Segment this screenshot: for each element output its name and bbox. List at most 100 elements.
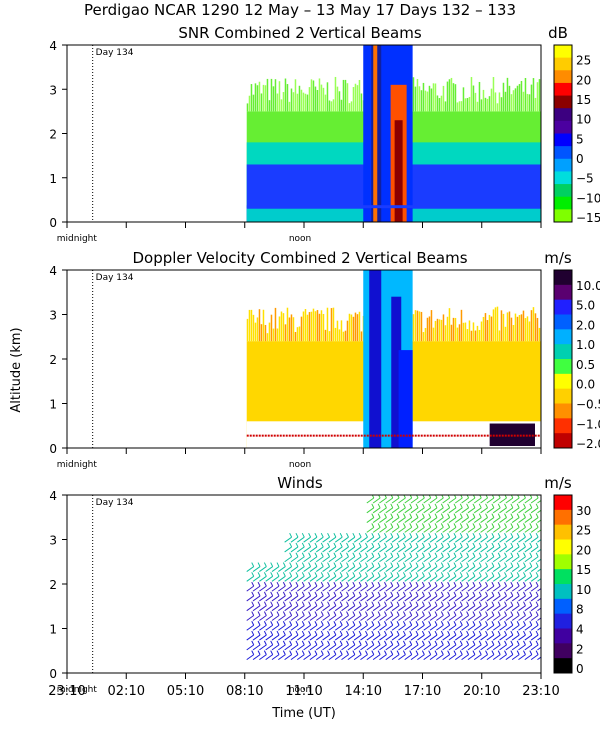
wind-barb-flag	[434, 552, 438, 557]
wind-barb-flag	[276, 601, 280, 606]
wind-barb-flag	[251, 650, 255, 655]
wind-barb	[480, 536, 488, 543]
wind-barb-flag	[472, 503, 476, 509]
wind-barb	[492, 654, 501, 661]
wind-barb-flag	[333, 650, 337, 655]
wind-barb	[353, 644, 362, 651]
colorbar-label: 0	[576, 152, 584, 166]
wind-barb-flag	[485, 562, 489, 567]
field-streak	[316, 310, 319, 342]
x-tick-label: 20:10	[463, 684, 500, 699]
wind-barb	[473, 536, 482, 543]
field-streak	[252, 314, 255, 342]
wind-barb	[296, 575, 305, 582]
wind-barb-flag	[365, 591, 368, 597]
wind-barb-flag	[339, 581, 343, 587]
wind-barb	[530, 507, 539, 514]
wind-barb	[423, 507, 431, 514]
wind-barb	[379, 654, 387, 661]
wind-barb	[366, 585, 375, 592]
wind-barb	[511, 644, 520, 651]
colorbar-label: −1.0	[576, 417, 600, 431]
wind-barb-flag	[396, 523, 400, 528]
wind-barb	[315, 575, 324, 582]
wind-barb-flag	[320, 532, 324, 538]
wind-barb	[347, 605, 356, 612]
field-streak	[506, 312, 509, 342]
wind-barb	[410, 605, 419, 612]
wind-barb	[290, 595, 299, 602]
wind-barb-flag	[542, 494, 544, 498]
wind-barb-flag	[383, 640, 387, 646]
wind-barb	[436, 624, 444, 631]
field-streak	[452, 83, 455, 112]
wind-barb	[404, 615, 413, 621]
wind-barb-flag	[428, 611, 432, 616]
low-dot	[504, 434, 507, 437]
wind-barb-flag	[390, 621, 394, 626]
wind-barb	[436, 546, 444, 553]
wind-barb	[322, 615, 330, 621]
low-dot	[465, 434, 468, 437]
wind-barb-flag	[472, 591, 476, 597]
wind-barb-flag	[289, 542, 293, 548]
wind-barb	[505, 507, 514, 514]
wind-barb	[290, 605, 299, 612]
wind-barb	[290, 654, 299, 661]
wind-barb	[404, 644, 413, 651]
wind-barb-flag	[308, 562, 312, 567]
wind-barb-flag	[421, 581, 425, 587]
wind-barb-flag	[517, 495, 520, 499]
wind-barb-flag	[453, 601, 457, 606]
wind-barb	[404, 536, 413, 543]
field-streak	[310, 79, 313, 112]
wind-barb	[486, 546, 495, 553]
wind-barb	[398, 605, 406, 612]
wind-barb	[429, 605, 438, 612]
wind-barb	[499, 644, 507, 651]
wind-barb	[518, 624, 526, 631]
wind-barb	[404, 556, 413, 563]
field-streak	[428, 316, 431, 342]
wind-barb	[278, 615, 286, 621]
wind-barb-flag	[523, 640, 526, 646]
low-dot	[534, 434, 537, 437]
field-streak	[264, 85, 267, 112]
noon-label: noon	[289, 234, 311, 244]
wind-barb-flag	[251, 581, 255, 587]
low-dot	[531, 434, 534, 437]
wind-barb	[505, 517, 514, 523]
wind-barb-flag	[491, 640, 495, 646]
wind-barb-flag	[371, 601, 375, 606]
low-dot	[324, 434, 327, 437]
wind-barb-flag	[516, 572, 520, 577]
wind-barb-flag	[402, 523, 406, 528]
wind-barb	[252, 615, 261, 621]
wind-barb-flag	[263, 650, 267, 655]
wind-barb	[385, 517, 394, 523]
wind-barb	[366, 575, 375, 582]
wind-barb	[417, 605, 425, 612]
wind-barb	[398, 566, 406, 572]
wind-barb-flag	[409, 581, 413, 587]
data-layer-snr	[246, 45, 541, 222]
field-streak	[302, 92, 305, 112]
wind-barb-flag	[535, 640, 539, 646]
wind-barb-flag	[320, 581, 324, 587]
wind-barb-flag	[276, 562, 280, 567]
wind-barb	[410, 566, 419, 572]
wind-barb-flag	[352, 572, 356, 577]
wind-barb-flag	[346, 601, 349, 606]
wind-barb-flag	[466, 552, 470, 557]
wind-barb-flag	[346, 650, 349, 655]
wind-barb-flag	[478, 650, 482, 655]
field-streak	[530, 84, 533, 112]
field-streak	[336, 320, 339, 342]
wind-barb-flag	[390, 591, 394, 597]
wind-barb	[417, 517, 425, 523]
field-streak	[264, 324, 267, 342]
wind-barb	[524, 566, 533, 572]
wind-barb	[436, 605, 444, 612]
wind-barb-flag	[516, 513, 520, 518]
wind-barb-flag	[415, 621, 419, 626]
